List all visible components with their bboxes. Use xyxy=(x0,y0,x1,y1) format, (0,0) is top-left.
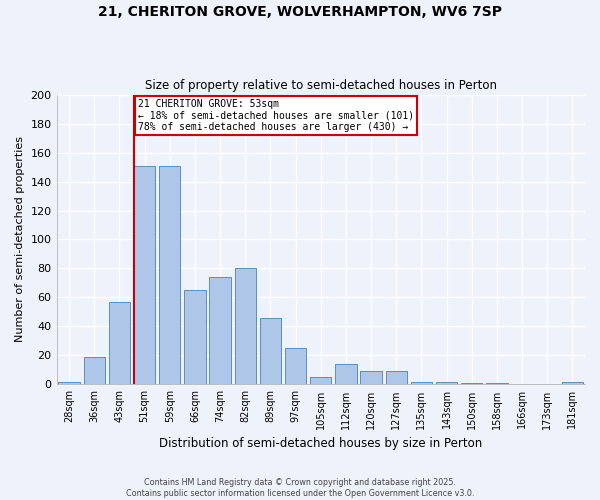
Bar xyxy=(436,382,457,384)
Bar xyxy=(335,364,356,384)
Bar xyxy=(159,166,181,384)
Bar xyxy=(411,382,432,384)
Text: Contains HM Land Registry data © Crown copyright and database right 2025.
Contai: Contains HM Land Registry data © Crown c… xyxy=(126,478,474,498)
Bar xyxy=(285,348,307,385)
Bar xyxy=(386,372,407,384)
Bar xyxy=(260,318,281,384)
Bar xyxy=(83,357,105,384)
Bar xyxy=(109,302,130,384)
Bar xyxy=(235,268,256,384)
Text: 21 CHERITON GROVE: 53sqm
← 18% of semi-detached houses are smaller (101)
78% of : 21 CHERITON GROVE: 53sqm ← 18% of semi-d… xyxy=(137,99,414,132)
Bar xyxy=(562,382,583,384)
Title: Size of property relative to semi-detached houses in Perton: Size of property relative to semi-detach… xyxy=(145,79,497,92)
Bar xyxy=(461,383,482,384)
Bar xyxy=(310,377,331,384)
Bar xyxy=(361,372,382,384)
Bar xyxy=(184,290,206,384)
Y-axis label: Number of semi-detached properties: Number of semi-detached properties xyxy=(15,136,25,342)
Bar xyxy=(58,382,80,384)
Bar xyxy=(209,277,231,384)
Bar xyxy=(486,383,508,384)
Bar xyxy=(134,166,155,384)
Text: 21, CHERITON GROVE, WOLVERHAMPTON, WV6 7SP: 21, CHERITON GROVE, WOLVERHAMPTON, WV6 7… xyxy=(98,5,502,19)
X-axis label: Distribution of semi-detached houses by size in Perton: Distribution of semi-detached houses by … xyxy=(159,437,482,450)
